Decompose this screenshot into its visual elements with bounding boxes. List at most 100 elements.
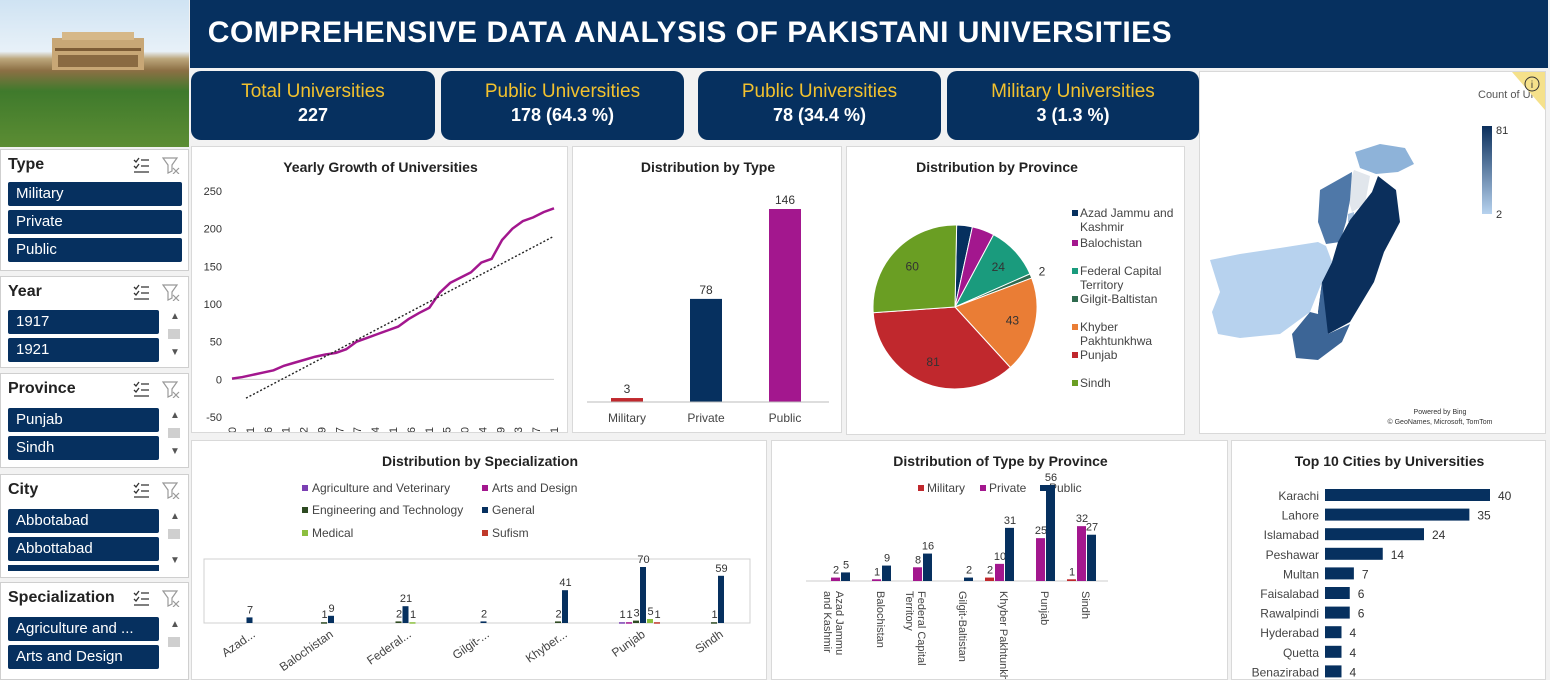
slicer-province: Province Punjab Sindh ▲ ▼: [0, 373, 189, 468]
legend-swatch: [302, 530, 308, 536]
slicer-item[interactable]: 1917: [8, 310, 159, 334]
x-tick-label: Khyber...: [523, 627, 570, 666]
chart-title: Distribution by Type: [640, 159, 776, 175]
bar: [1325, 645, 1342, 658]
data-label: 2: [555, 608, 561, 620]
x-tick-label: 1974: [370, 427, 382, 432]
data-label: 1: [711, 609, 717, 621]
bar: [1325, 528, 1424, 541]
clear-filter-icon[interactable]: [162, 380, 180, 398]
slicer-item[interactable]: Public: [8, 238, 182, 262]
slicer-type: Type Military Private Public: [0, 149, 189, 271]
legend-label: Federal Capital: [1080, 264, 1161, 278]
panel-map: Count of University 81 2 Powered by Bing…: [1199, 71, 1546, 434]
x-tick-label: 1981: [388, 427, 400, 432]
bar: [480, 621, 487, 623]
x-tick-label: 2017: [531, 427, 543, 432]
legend-label: Public: [1049, 481, 1082, 495]
kpi-value: 3 (1.3 %): [1036, 105, 1110, 125]
scroll-down-icon[interactable]: ▼: [170, 555, 180, 566]
map-azad-kashmir: [1346, 170, 1370, 212]
legend-swatch: [482, 485, 488, 491]
bar: [1325, 547, 1383, 560]
legend-label: Territory: [1080, 278, 1123, 292]
slicer-item[interactable]: Abbotabad: [8, 509, 159, 533]
multi-select-icon[interactable]: [132, 589, 150, 607]
slicer-item[interactable]: Private: [8, 210, 182, 234]
panel-type-province: Distribution of Type by Province Militar…: [771, 440, 1228, 680]
title-bar: COMPREHENSIVE DATA ANALYSIS OF PAKISTANI…: [190, 0, 1548, 68]
slicer-title: Specialization: [8, 589, 115, 606]
scrollbar-thumb[interactable]: [168, 428, 180, 438]
scroll-up-icon[interactable]: ▲: [170, 511, 180, 522]
clear-filter-icon[interactable]: [162, 481, 180, 499]
bar: [633, 620, 639, 623]
scrollbar-thumb[interactable]: [168, 529, 180, 539]
slicer-year: Year 1917 1921 ▲ ▼: [0, 276, 189, 368]
data-label: 2: [966, 565, 972, 577]
slicer-item[interactable]: Sindh: [8, 436, 159, 460]
x-tick-label: 2021: [549, 427, 561, 432]
data-label: 35: [1477, 509, 1491, 523]
legend-gradient: [1482, 126, 1492, 214]
slicer-item[interactable]: Punjab: [8, 408, 159, 432]
scrollbar-thumb[interactable]: [168, 637, 180, 647]
data-label: 146: [775, 193, 795, 207]
bar: [562, 590, 568, 623]
x-tick-label: Punjab: [609, 627, 648, 660]
chart-title: Distribution by Specialization: [381, 453, 579, 469]
slicer-item[interactable]: 1921: [8, 338, 159, 362]
x-tick-label: and Kashmir: [821, 591, 833, 653]
slicer-item[interactable]: Arts and Design: [8, 645, 159, 669]
x-tick-label: 2013: [513, 427, 525, 432]
y-tick-label: 0: [216, 374, 222, 386]
data-label: 59: [715, 563, 727, 575]
slicer-item[interactable]: Agriculture and ...: [8, 617, 159, 641]
clear-filter-icon[interactable]: [162, 156, 180, 174]
scrollbar-thumb[interactable]: [168, 329, 180, 339]
bar: [402, 606, 409, 623]
x-tick-label: Azad Jammu: [833, 591, 845, 655]
slicer-item[interactable]: Abbottabad: [8, 537, 159, 561]
pakistan-map[interactable]: Count of University 81 2 Powered by Bing…: [1200, 72, 1545, 433]
scroll-up-icon[interactable]: ▲: [170, 619, 180, 630]
scroll-down-icon[interactable]: ▼: [170, 446, 180, 457]
slicer-item-partial[interactable]: [8, 565, 159, 571]
data-label: 1: [410, 609, 416, 621]
bar: [321, 622, 327, 624]
legend-swatch: [1072, 210, 1078, 216]
campus-photo: [0, 0, 189, 147]
kpi-value: 227: [297, 105, 329, 125]
kpi-label: Public Universities: [484, 81, 641, 102]
bar: [769, 209, 801, 402]
multi-select-icon[interactable]: [132, 481, 150, 499]
bar: [1325, 626, 1342, 639]
data-label: 7: [1362, 567, 1369, 581]
clear-filter-icon[interactable]: [162, 283, 180, 301]
bar: [1325, 508, 1470, 521]
map-gilgit-baltistan: [1355, 144, 1414, 174]
y-tick-label: Faisalabad: [1260, 587, 1319, 601]
data-label: 2: [833, 565, 839, 577]
scroll-up-icon[interactable]: ▲: [170, 410, 180, 421]
data-label: 14: [1391, 548, 1405, 562]
trend-line: [245, 235, 555, 399]
clear-filter-icon[interactable]: [162, 589, 180, 607]
scroll-down-icon[interactable]: ▼: [170, 347, 180, 358]
multi-select-icon[interactable]: [132, 380, 150, 398]
x-tick-label: 1921: [281, 427, 293, 432]
data-label: 2: [1039, 264, 1046, 278]
slicer-title: Type: [8, 156, 45, 173]
legend-label: Gilgit-Baltistan: [1080, 292, 1157, 306]
legend-swatch: [302, 485, 308, 491]
data-label: 2: [481, 608, 487, 620]
y-tick-label: Lahore: [1282, 509, 1320, 523]
scroll-up-icon[interactable]: ▲: [170, 311, 180, 322]
slicer-title: City: [8, 481, 39, 498]
multi-select-icon[interactable]: [132, 156, 150, 174]
multi-select-icon[interactable]: [132, 283, 150, 301]
slicer-item[interactable]: Military: [8, 182, 182, 206]
data-label: 3: [633, 608, 639, 620]
